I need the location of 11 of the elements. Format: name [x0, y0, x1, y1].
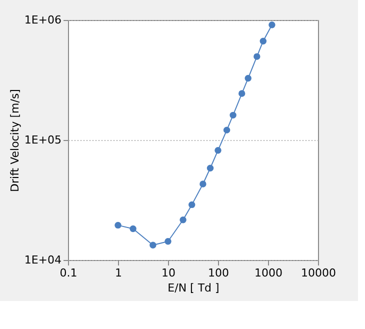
x-tick-label: 100	[208, 266, 229, 280]
x-tick-label: 1	[115, 266, 122, 280]
x-tick-label: 0.1	[60, 266, 78, 280]
y-tick-label: 1E+04	[24, 254, 62, 266]
x-axis-title: E/N [ Td ]	[168, 282, 220, 294]
x-tick-label: 10000	[301, 266, 336, 280]
y-tick-label: 1E+05	[24, 134, 62, 146]
x-tick-label: 10	[162, 266, 176, 280]
y-tick-label: 1E+06	[24, 14, 62, 26]
x-tick-label: 1000	[254, 266, 282, 280]
y-axis-title: Drift Velocity [m/s]	[8, 89, 22, 192]
